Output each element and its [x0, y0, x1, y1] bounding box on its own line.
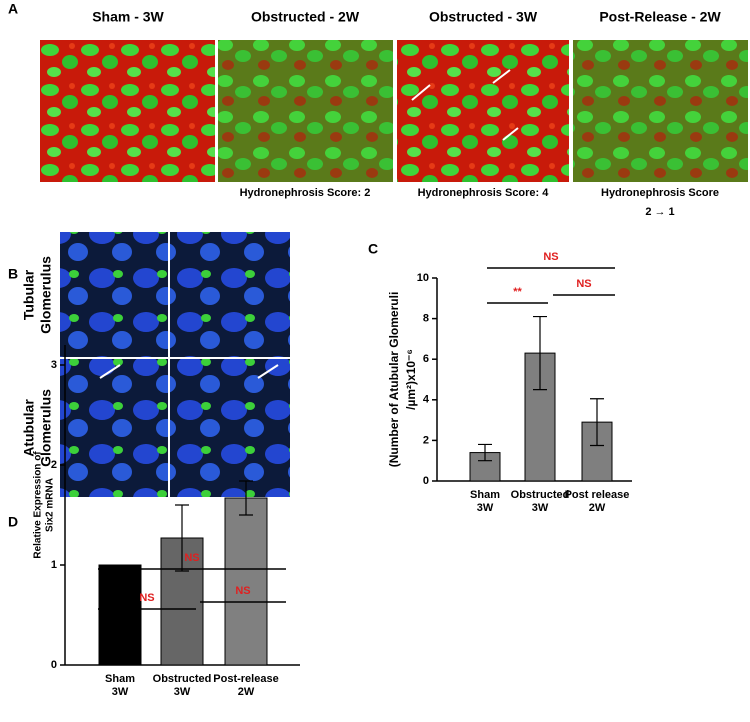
micrograph: [40, 40, 215, 182]
x-tick-label: Obstructed 3W: [511, 489, 570, 514]
micrograph: [60, 232, 168, 357]
significance-label: NS: [543, 251, 558, 263]
significance-label: NS: [576, 278, 591, 290]
panel-label: C: [368, 241, 378, 257]
y-tick-label: 4: [423, 394, 430, 406]
y-tick-label: 6: [423, 353, 429, 365]
micrograph: [397, 40, 569, 182]
error-bar: [478, 443, 492, 462]
y-axis-label: Relative Expression of: [33, 451, 44, 559]
image-title: Obstructed - 3W: [429, 9, 538, 25]
error-bar: [239, 480, 253, 516]
x-tick-label: Post-release 2W: [213, 673, 278, 698]
panel-label: A: [8, 1, 18, 17]
micrograph: [60, 359, 168, 497]
panel-a: A Sham - 3W Obstructed - 2W Obstructed -…: [8, 1, 748, 218]
arrow: [99, 364, 121, 379]
y-axis-label: /µm²)x10⁻⁶: [404, 349, 418, 410]
score: Hydronephrosis Score: 4: [418, 187, 550, 199]
y-axis-label: (Number of Atubular Glomeruli: [387, 292, 401, 468]
x-tick-label: Obstructed 3W: [153, 673, 212, 698]
error-bar: [590, 398, 604, 447]
row-label: Glomerulus: [38, 256, 54, 334]
arrow: [411, 84, 431, 101]
error-bar: [175, 504, 189, 572]
bar: [98, 564, 142, 666]
y-axis-label: Six2 mRNA: [45, 478, 56, 532]
panel-b: B Tubular Glomerulus Atubular Glomerulus: [8, 232, 290, 497]
x-tick-label: Sham 3W: [470, 489, 500, 514]
error-bar: [533, 315, 547, 391]
significance-label: NS: [184, 552, 199, 564]
image-title: Post-Release - 2W: [599, 9, 721, 25]
x-tick-label: Post release 2W: [565, 489, 630, 514]
x-tick-label: Sham 3W: [105, 673, 135, 698]
y-tick-label: 3: [51, 359, 57, 371]
y-tick-label: 2: [423, 434, 429, 446]
micrograph: [218, 40, 393, 182]
bar: [224, 497, 268, 666]
y-tick-label: 0: [423, 475, 429, 487]
row-label: Glomerulus: [38, 389, 54, 467]
y-tick-label: 0: [51, 659, 57, 671]
significance-label: NS: [139, 592, 154, 604]
y-tick-label: 1: [51, 559, 57, 571]
panel-label: B: [8, 266, 18, 282]
arrow: [502, 127, 519, 141]
y-tick-label: 10: [417, 272, 429, 284]
panel-label: D: [8, 514, 18, 530]
y-tick-label: 2: [51, 459, 57, 471]
row-label: Atubular: [21, 399, 37, 457]
micrograph: [170, 232, 290, 357]
significance-label: **: [513, 286, 522, 298]
significance-label: NS: [235, 585, 250, 597]
image-title: Obstructed - 2W: [251, 9, 360, 25]
row-label: Tubular: [21, 269, 37, 320]
score: Hydronephrosis Score: [601, 187, 719, 199]
y-tick-label: 8: [423, 313, 429, 325]
arrow: [257, 364, 279, 379]
score-change: 2 → 1: [645, 206, 674, 218]
image-title: Sham - 3W: [92, 9, 164, 25]
arrow: [492, 69, 511, 84]
micrograph: [573, 40, 748, 182]
micrograph: [170, 359, 290, 497]
score: Hydronephrosis Score: 2: [240, 187, 371, 199]
